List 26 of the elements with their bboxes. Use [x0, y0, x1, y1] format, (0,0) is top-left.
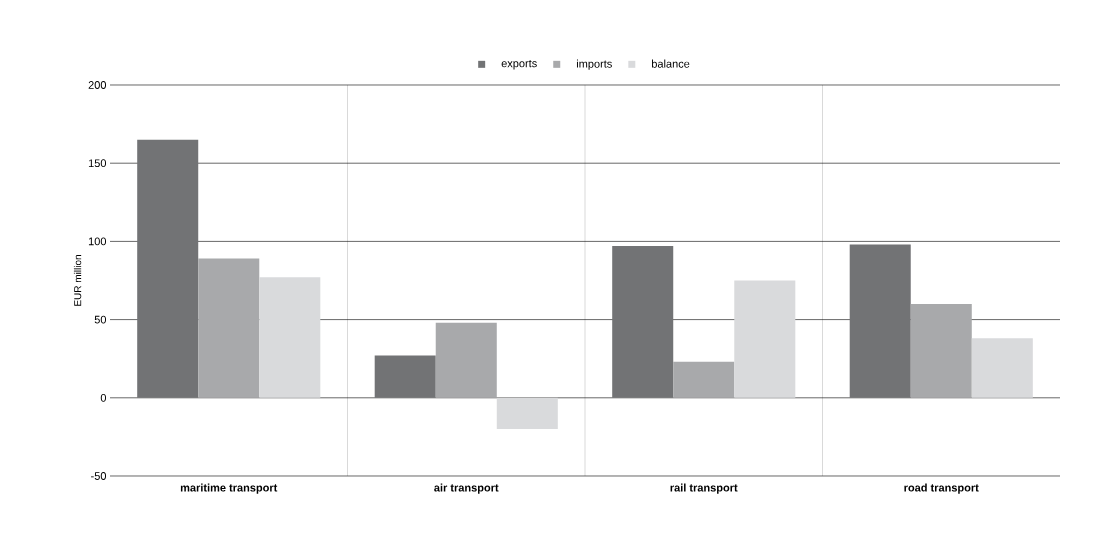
bar	[910, 303, 972, 398]
bar	[137, 139, 199, 398]
legend-label: exports	[501, 60, 537, 70]
bar	[673, 361, 735, 398]
y-tick-label: -50	[91, 472, 107, 480]
y-tick-label: 0	[100, 393, 107, 402]
bar	[971, 338, 1033, 398]
bar	[849, 244, 911, 398]
bar	[374, 355, 436, 398]
x-tick-label: road transport	[904, 483, 979, 494]
legend-label: imports	[576, 59, 612, 70]
y-tick-label: 100	[88, 237, 107, 246]
bar	[734, 280, 796, 398]
y-tick-label: 150	[88, 159, 107, 168]
bar	[496, 397, 558, 430]
x-tick-label: air transport	[434, 483, 499, 494]
bar	[612, 246, 674, 398]
y-tick-label: 50	[94, 315, 107, 324]
bar	[198, 258, 260, 398]
y-tick-label: 200	[88, 81, 107, 89]
x-tick-label: maritime transport	[180, 483, 278, 494]
legend-label: balance	[652, 59, 690, 68]
y-axis-title: EUR million	[73, 255, 82, 306]
bar	[259, 277, 321, 398]
x-tick-label: rail transport	[670, 483, 738, 494]
bar	[435, 322, 497, 398]
